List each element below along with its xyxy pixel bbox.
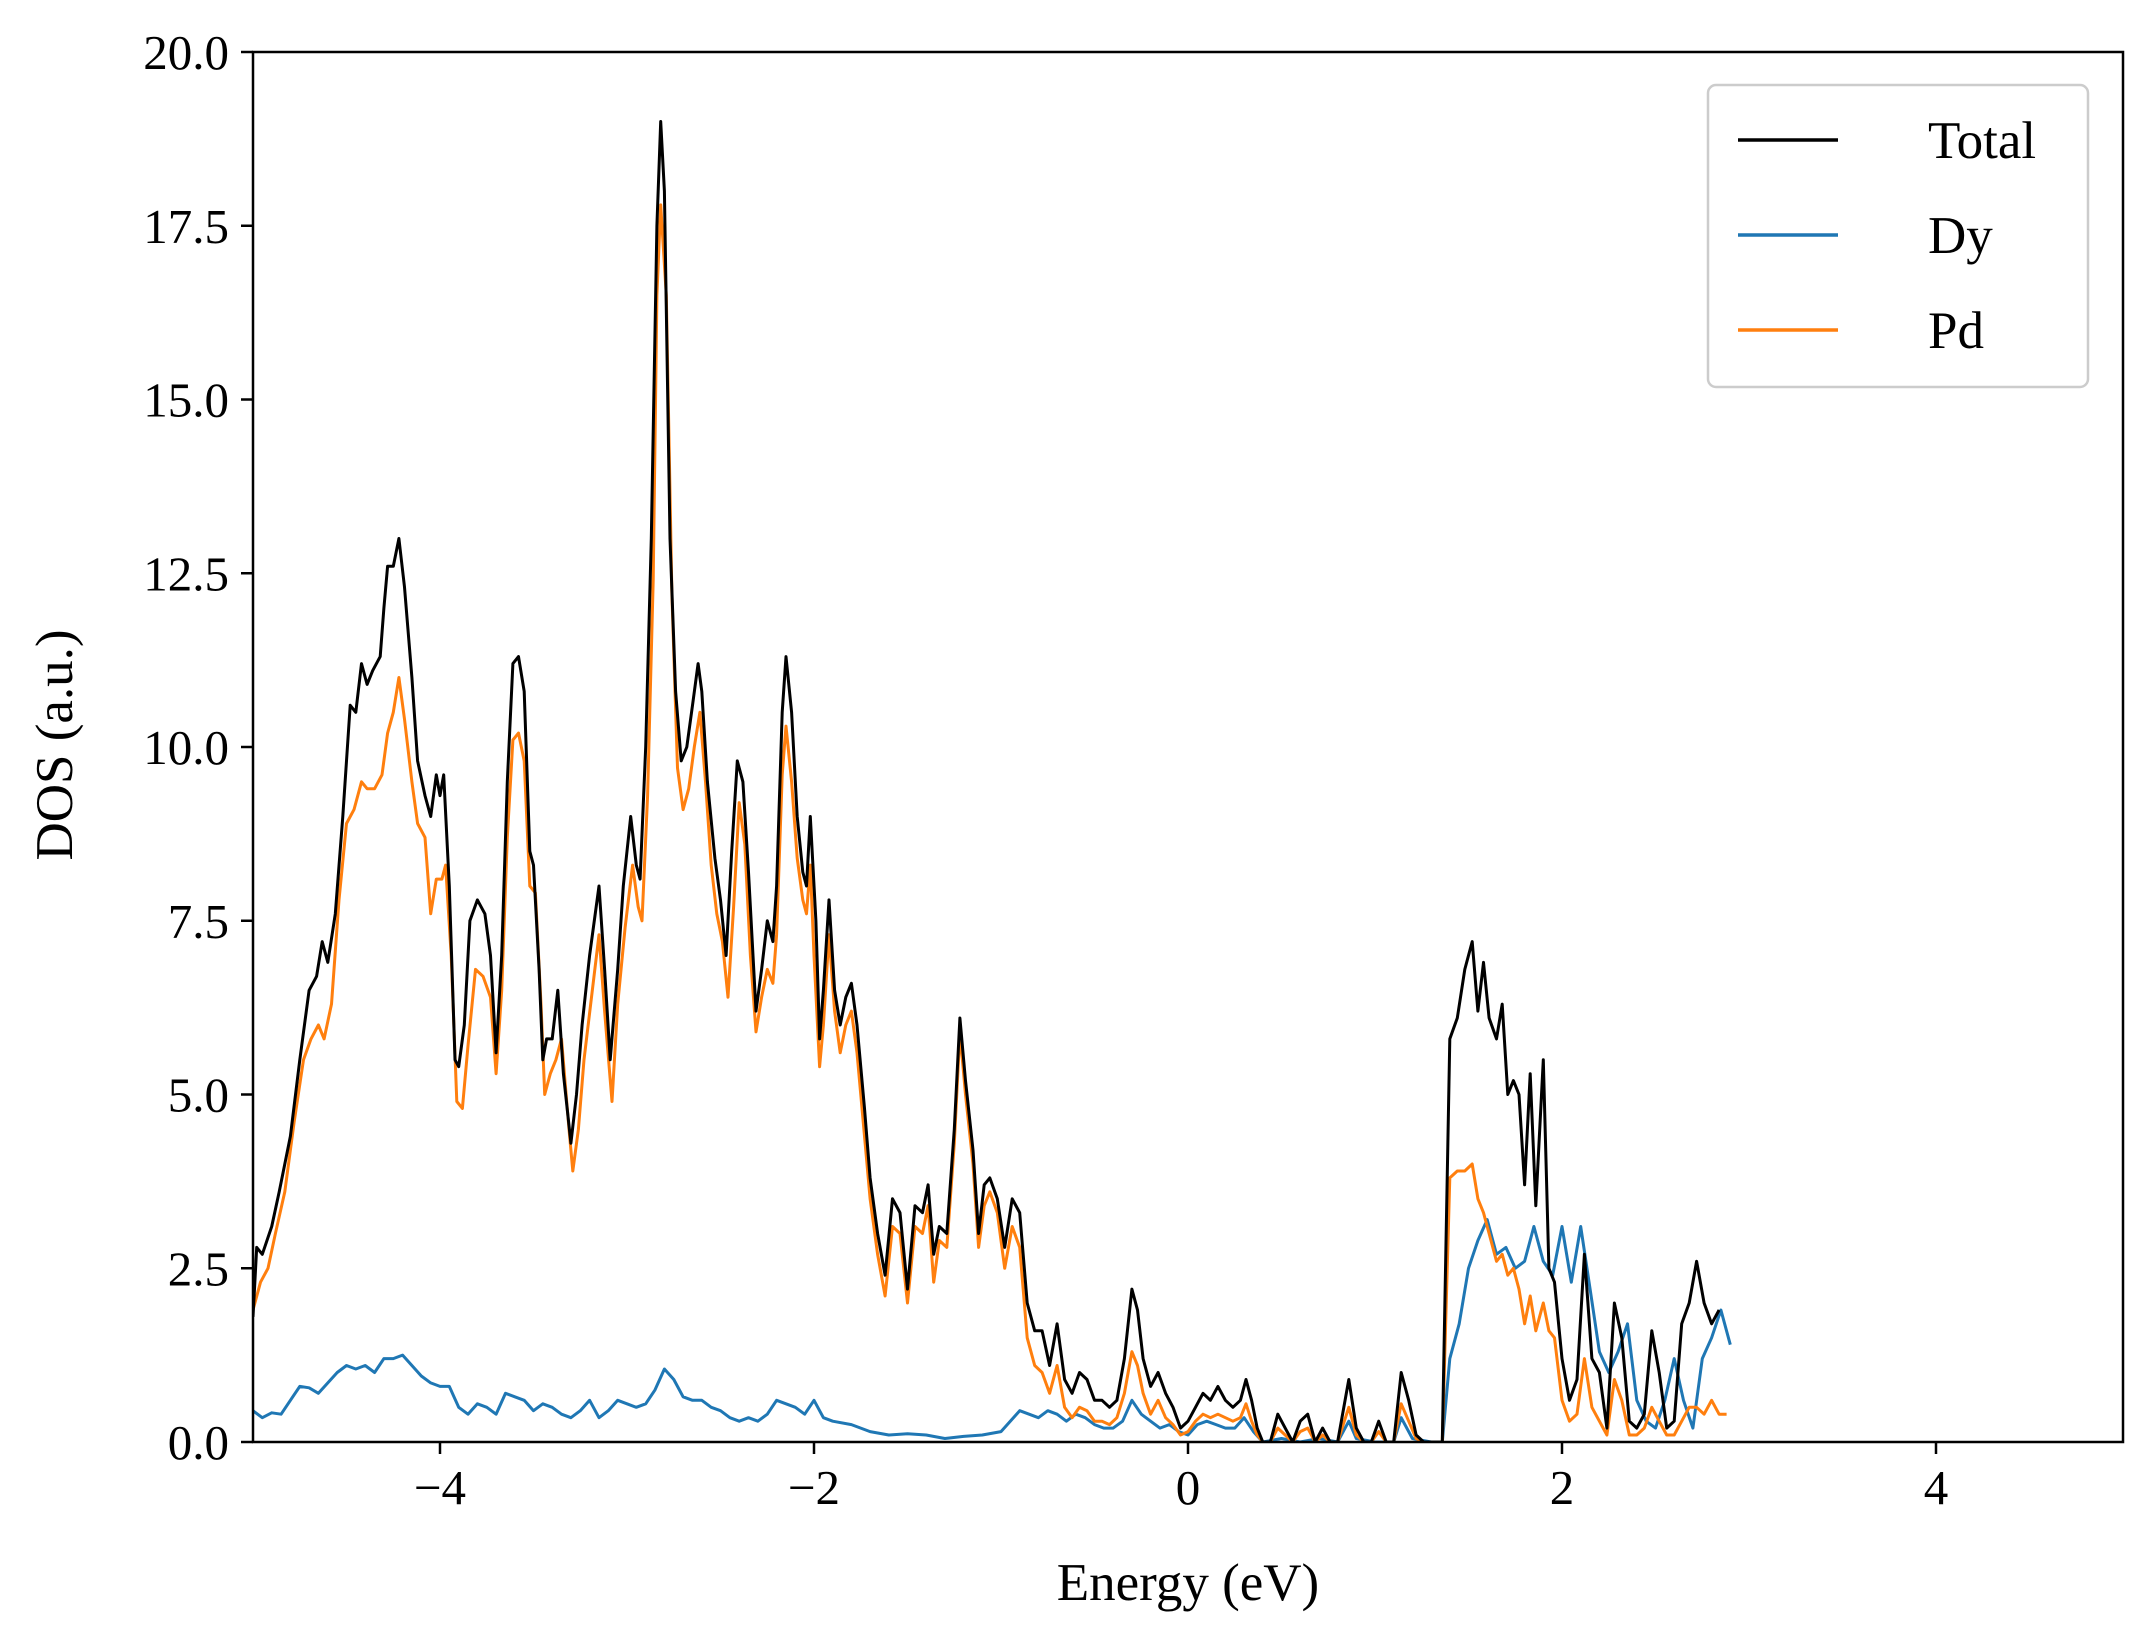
series-line-dy — [253, 1218, 1732, 1442]
legend: Total Dy Pd — [1706, 83, 2090, 389]
legend-label-dy: Dy — [1928, 207, 1993, 265]
x-tick-label: −4 — [414, 1460, 466, 1515]
y-tick-label: 15.0 — [143, 373, 229, 428]
y-tick-label: 20.0 — [143, 25, 229, 80]
y-tick-label: 12.5 — [143, 546, 229, 601]
legend-label-pd: Pd — [1928, 302, 1984, 360]
y-axis-label: DOS (a.u.) — [26, 629, 84, 860]
y-tick-label: 5.0 — [168, 1068, 229, 1123]
legend-label-total: Total — [1928, 112, 2036, 170]
y-tick-label: 17.5 — [143, 199, 229, 254]
x-tick-label: 4 — [1924, 1460, 1949, 1515]
x-tick-label: −2 — [788, 1460, 840, 1515]
y-axis: 0.0 2.5 5.0 7.5 10.0 12.5 15.0 17.5 20.0 — [143, 25, 253, 1470]
series-line-total — [253, 120, 1721, 1442]
x-tick-label: 2 — [1550, 1460, 1575, 1515]
x-axis-label: Energy (eV) — [1057, 1554, 1319, 1612]
y-tick-label: 0.0 — [168, 1415, 229, 1470]
series-line-pd — [253, 203, 1727, 1442]
y-tick-label: 10.0 — [143, 720, 229, 775]
y-tick-label: 2.5 — [168, 1241, 229, 1296]
x-axis: −4 −2 0 2 4 — [414, 1442, 1948, 1515]
legend-box — [1706, 83, 2090, 389]
y-tick-label: 7.5 — [168, 894, 229, 949]
series-layer — [253, 120, 1732, 1442]
x-tick-label: 0 — [1176, 1460, 1201, 1515]
